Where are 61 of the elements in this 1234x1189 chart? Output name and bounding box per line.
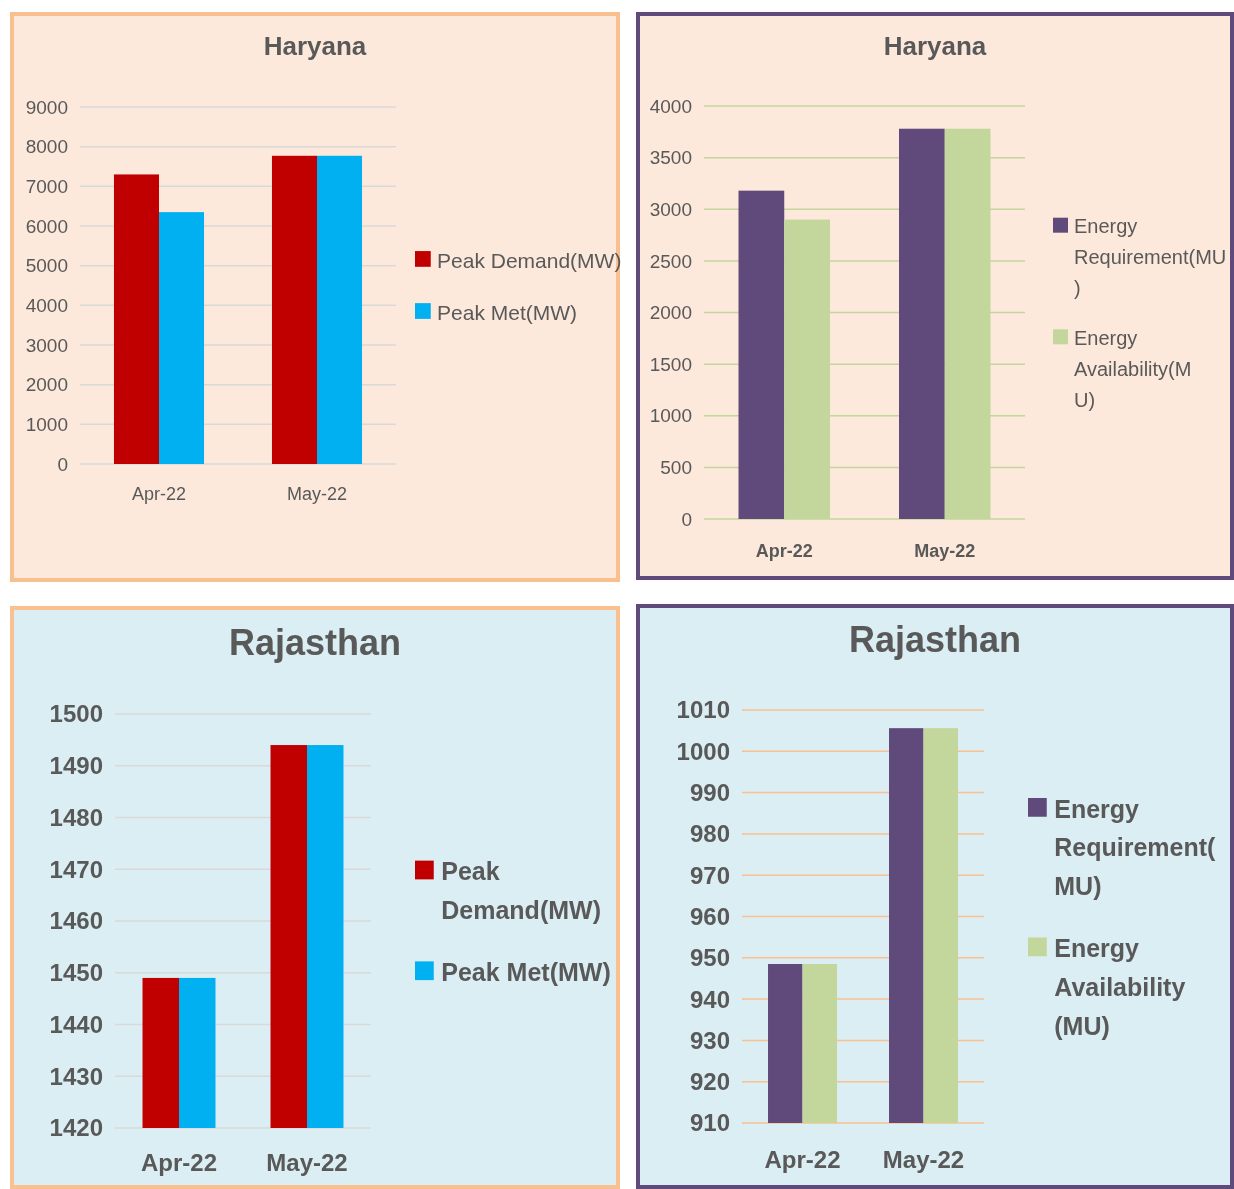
x-tick-label: May-22: [914, 541, 976, 562]
legend-label: Energy Requirement(MU): [1074, 215, 1227, 300]
y-tick-label: 0: [681, 508, 692, 530]
y-tick-label: 970: [689, 861, 730, 889]
y-tick-label: 3000: [25, 334, 68, 356]
y-tick-label: 3000: [649, 198, 692, 220]
y-tick-label: 930: [689, 1026, 730, 1054]
y-tick-label: 1000: [25, 413, 68, 435]
x-tick-label: May-22: [882, 1146, 965, 1174]
x-tick-label: Apr-22: [140, 1149, 218, 1177]
y-tick-label: 7000: [25, 175, 68, 197]
y-tick-label: 2000: [649, 302, 692, 324]
legend-label: Energy Availability(MU): [1074, 327, 1192, 412]
y-tick-label: 950: [689, 944, 730, 972]
y-tick-label: 6000: [25, 215, 68, 237]
legend-label: Peak Met(MW): [441, 958, 611, 987]
y-tick-label: 4000: [649, 95, 692, 117]
y-tick-label: 5000: [25, 255, 68, 277]
y-tick-label: 1500: [649, 353, 692, 375]
x-tick-label: Apr-22: [764, 1146, 841, 1174]
bar: [899, 128, 945, 519]
y-tick-label: 0: [57, 453, 68, 475]
y-tick-label: 1000: [649, 405, 692, 427]
y-tick-label: 4000: [25, 294, 68, 316]
chart-title: Haryana: [263, 31, 367, 61]
y-tick-label: 500: [660, 457, 692, 479]
y-tick-label: 1430: [49, 1062, 103, 1090]
y-tick-label: 2500: [649, 250, 692, 272]
y-tick-label: 1470: [49, 855, 103, 883]
x-tick-label: May-22: [286, 484, 348, 505]
y-tick-label: 1440: [49, 1010, 103, 1038]
y-tick-label: 990: [689, 779, 730, 806]
y-tick-label: 8000: [25, 136, 68, 158]
y-tick-label: 2000: [25, 374, 68, 396]
y-tick-label: 920: [689, 1068, 730, 1096]
chart-title: Rajasthan: [848, 619, 1022, 660]
y-tick-label: 3500: [649, 147, 692, 169]
y-tick-label: 1000: [676, 737, 730, 765]
x-tick-label: Apr-22: [131, 484, 187, 505]
y-tick-label: 1460: [49, 907, 103, 935]
chart-title: Haryana: [883, 31, 987, 61]
y-tick-label: 960: [689, 902, 730, 930]
chart-title: Rajasthan: [228, 622, 402, 663]
y-tick-label: 910: [689, 1109, 730, 1137]
x-tick-label: Apr-22: [755, 541, 813, 562]
y-tick-label: 980: [689, 820, 730, 848]
y-tick-label: 9000: [25, 96, 68, 118]
legend-label: Energy Availability(MU): [1054, 934, 1186, 1040]
legend-label: Peak Demand(MW): [437, 248, 622, 272]
y-tick-label: 1010: [676, 696, 730, 724]
y-tick-label: 1480: [49, 803, 103, 831]
y-tick-label: 1420: [49, 1114, 103, 1142]
y-tick-label: 1500: [49, 700, 103, 728]
y-tick-label: 1450: [49, 959, 103, 987]
y-tick-label: 1490: [49, 752, 103, 780]
legend-label: Energy Requirement(MU): [1054, 794, 1217, 901]
bar: [738, 190, 785, 519]
legend-label: Peak Met(MW): [437, 300, 578, 324]
legend-label: Peak Demand(MW): [441, 857, 601, 925]
y-tick-label: 940: [689, 985, 730, 1013]
x-tick-label: May-22: [266, 1149, 348, 1177]
